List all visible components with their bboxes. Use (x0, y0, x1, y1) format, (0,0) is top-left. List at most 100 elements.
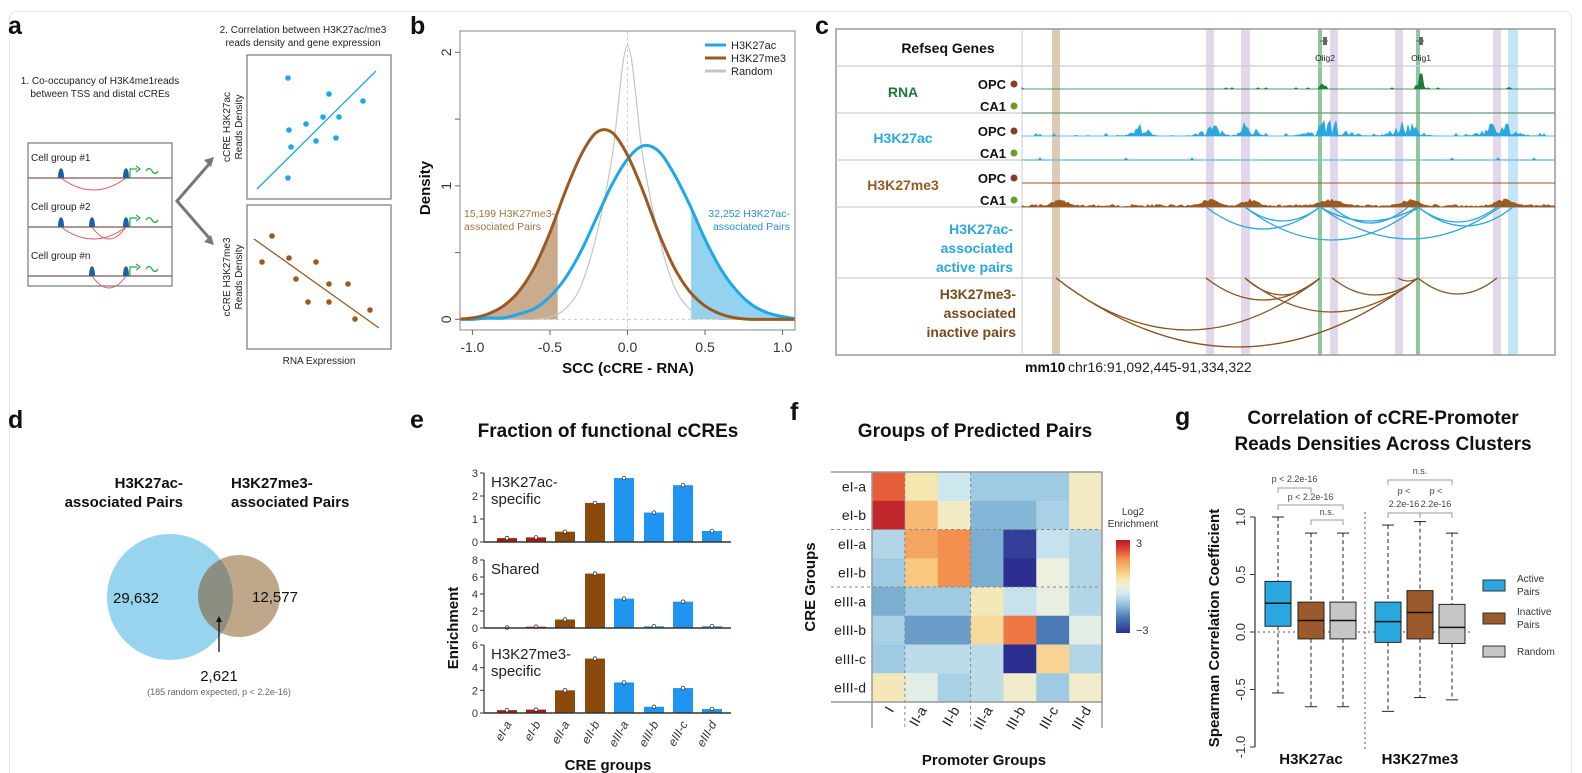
bar-point (680, 482, 686, 488)
scatter-point (326, 91, 332, 97)
heatmap-cell-eIII-b-III-d (1069, 615, 1103, 645)
heatmap-cell-eIII-b-III-a (970, 615, 1004, 645)
bar-point (592, 656, 598, 661)
legend-swatch (1482, 612, 1506, 625)
heatmap-cell-eIII-c-III-a (970, 644, 1004, 674)
interaction-loop (91, 275, 127, 289)
subplot-label: Shared (491, 561, 539, 578)
genome-build-label: mm10 (1025, 359, 1066, 375)
cell-group-label: Cell group #n (31, 251, 90, 262)
active-pair-arc (1417, 206, 1514, 227)
row-label: eIII-c (835, 651, 866, 667)
trend-line-negative (253, 238, 380, 329)
heatmap-cell-eIII-b-II-b (937, 615, 972, 645)
active-pairs-label: active pairs (936, 259, 1013, 275)
scatter-point (367, 307, 373, 313)
heatmap-cell-eI-b-III-b (1003, 500, 1037, 530)
active-pair-arc (1319, 206, 1419, 222)
heatmap-cell-eI-b-III-c (1036, 500, 1070, 530)
chart-title: Groups of Predicted Pairs (858, 421, 1092, 442)
y-tick-label: 4 (472, 589, 478, 601)
scatter-point (285, 175, 291, 181)
heatmap-cell-eIII-a-III-d (1069, 587, 1103, 617)
bar-eIII-c (673, 688, 693, 713)
heatmap-cell-eIII-d-III-c (1036, 673, 1070, 703)
arrowhead-icon (204, 235, 214, 245)
scatter-box-active (246, 54, 392, 200)
venn-overlap-count: 2,621 (200, 668, 238, 685)
gene-highlight-line (1416, 29, 1420, 355)
bar-point (709, 528, 715, 534)
bar-point (504, 535, 510, 541)
h3k27me3-shaded-tail (472, 211, 558, 320)
bar-eII-b (585, 658, 605, 713)
heatmap-cell-eII-b-II-b (937, 558, 972, 588)
active-pair-arc (1244, 206, 1321, 222)
group-label: H3K27me3 (1382, 751, 1459, 768)
scatter-point (286, 127, 292, 133)
h3k4me1-peak-icon (123, 217, 129, 227)
cell-groups-box (27, 142, 173, 287)
interaction-loop (60, 226, 127, 240)
significance-label: 2.2e-16 (1389, 499, 1420, 509)
heatmap-cell-eIII-d-III-b (1003, 673, 1037, 703)
col-label: II-a (906, 703, 930, 729)
bar-point (651, 704, 657, 709)
bar-point (621, 475, 627, 481)
heatmap-cell-eIII-a-III-a (970, 587, 1004, 617)
scatter-point (286, 255, 292, 261)
row-label: eI-b (842, 507, 866, 523)
sample-label: OPC (978, 171, 1007, 186)
y-tick-label: 0 (472, 537, 478, 549)
track-label-h3k27me3: H3K27me3 (867, 177, 939, 193)
y-tick-label: 8 (472, 555, 478, 567)
h3k4me1-peak-icon (123, 266, 129, 276)
subplot-label: H3K27ac- (491, 474, 558, 491)
legend-label: Inactive (1517, 607, 1552, 618)
signal-track-h3k27ac-ca1 (1022, 157, 1555, 161)
transcript-wave-icon (145, 265, 159, 273)
heatmap-cell-eI-a-III-a (970, 472, 1004, 502)
group-label: H3K27ac (1279, 751, 1342, 768)
x-tick-label: -0.5 (538, 339, 562, 355)
sample-dot-icon (1010, 127, 1018, 135)
scatter-point (288, 144, 294, 150)
inactive-pairs-label: H3K27me3- (940, 286, 1017, 302)
x-tick-label: eIII-c (665, 719, 690, 749)
heatmap-cell-eIII-d-II-b (937, 673, 972, 703)
subplot-label: specific (491, 491, 542, 508)
scatter-point (285, 75, 291, 81)
heatmap-cell-eI-b-II-b (937, 500, 972, 530)
x-tick-label: eI-b (521, 718, 544, 743)
signal-track-rna-opc (1021, 73, 1555, 90)
significance-label: 2.2e-16 (1421, 499, 1452, 509)
transcript-wave-icon (145, 167, 159, 175)
panel-e-bar-chart: e Fraction of functional cCREs 0 1 2 3 H3K27ac… (410, 406, 738, 773)
tss-arrow-icon (129, 168, 137, 178)
highlight-band (1052, 29, 1060, 355)
x-axis-label: Promoter Groups (922, 752, 1046, 769)
venn-note: (185 random expected, p < 2.2e-16) (147, 687, 291, 697)
tss-arrowhead-icon (135, 165, 141, 173)
bar-eII-a (555, 531, 575, 542)
heatmap-cell-eII-b-III-d (1069, 558, 1103, 588)
tss-arrow-icon (129, 266, 137, 276)
sample-dot-icon (1010, 196, 1018, 204)
scatter-y-label: Reads Density (234, 94, 245, 159)
bar-eIII-b (644, 706, 664, 713)
scatter-point (313, 259, 319, 265)
highlight-band (1206, 29, 1214, 355)
panel-a-schematic: a 2. Correlation between H3K27ac/me3 reads… (8, 12, 392, 367)
panel-label-g: g (1175, 403, 1190, 431)
col-label: III-d (1068, 704, 1094, 733)
y-tick-label: -1.0 (1233, 736, 1248, 758)
x-tick-label: eII-a (548, 718, 572, 746)
box-h3k27me3-2 (1438, 603, 1466, 645)
cell-group-label: Cell group #1 (31, 153, 91, 164)
heatmap-cell-eII-b-III-c (1036, 558, 1070, 588)
sample-label: CA1 (980, 99, 1006, 114)
figure-border (9, 11, 1572, 773)
significance-label: p < (1430, 486, 1443, 496)
heatmap-cell-eII-b-III-b (1003, 558, 1037, 588)
scatter-point (326, 299, 332, 305)
